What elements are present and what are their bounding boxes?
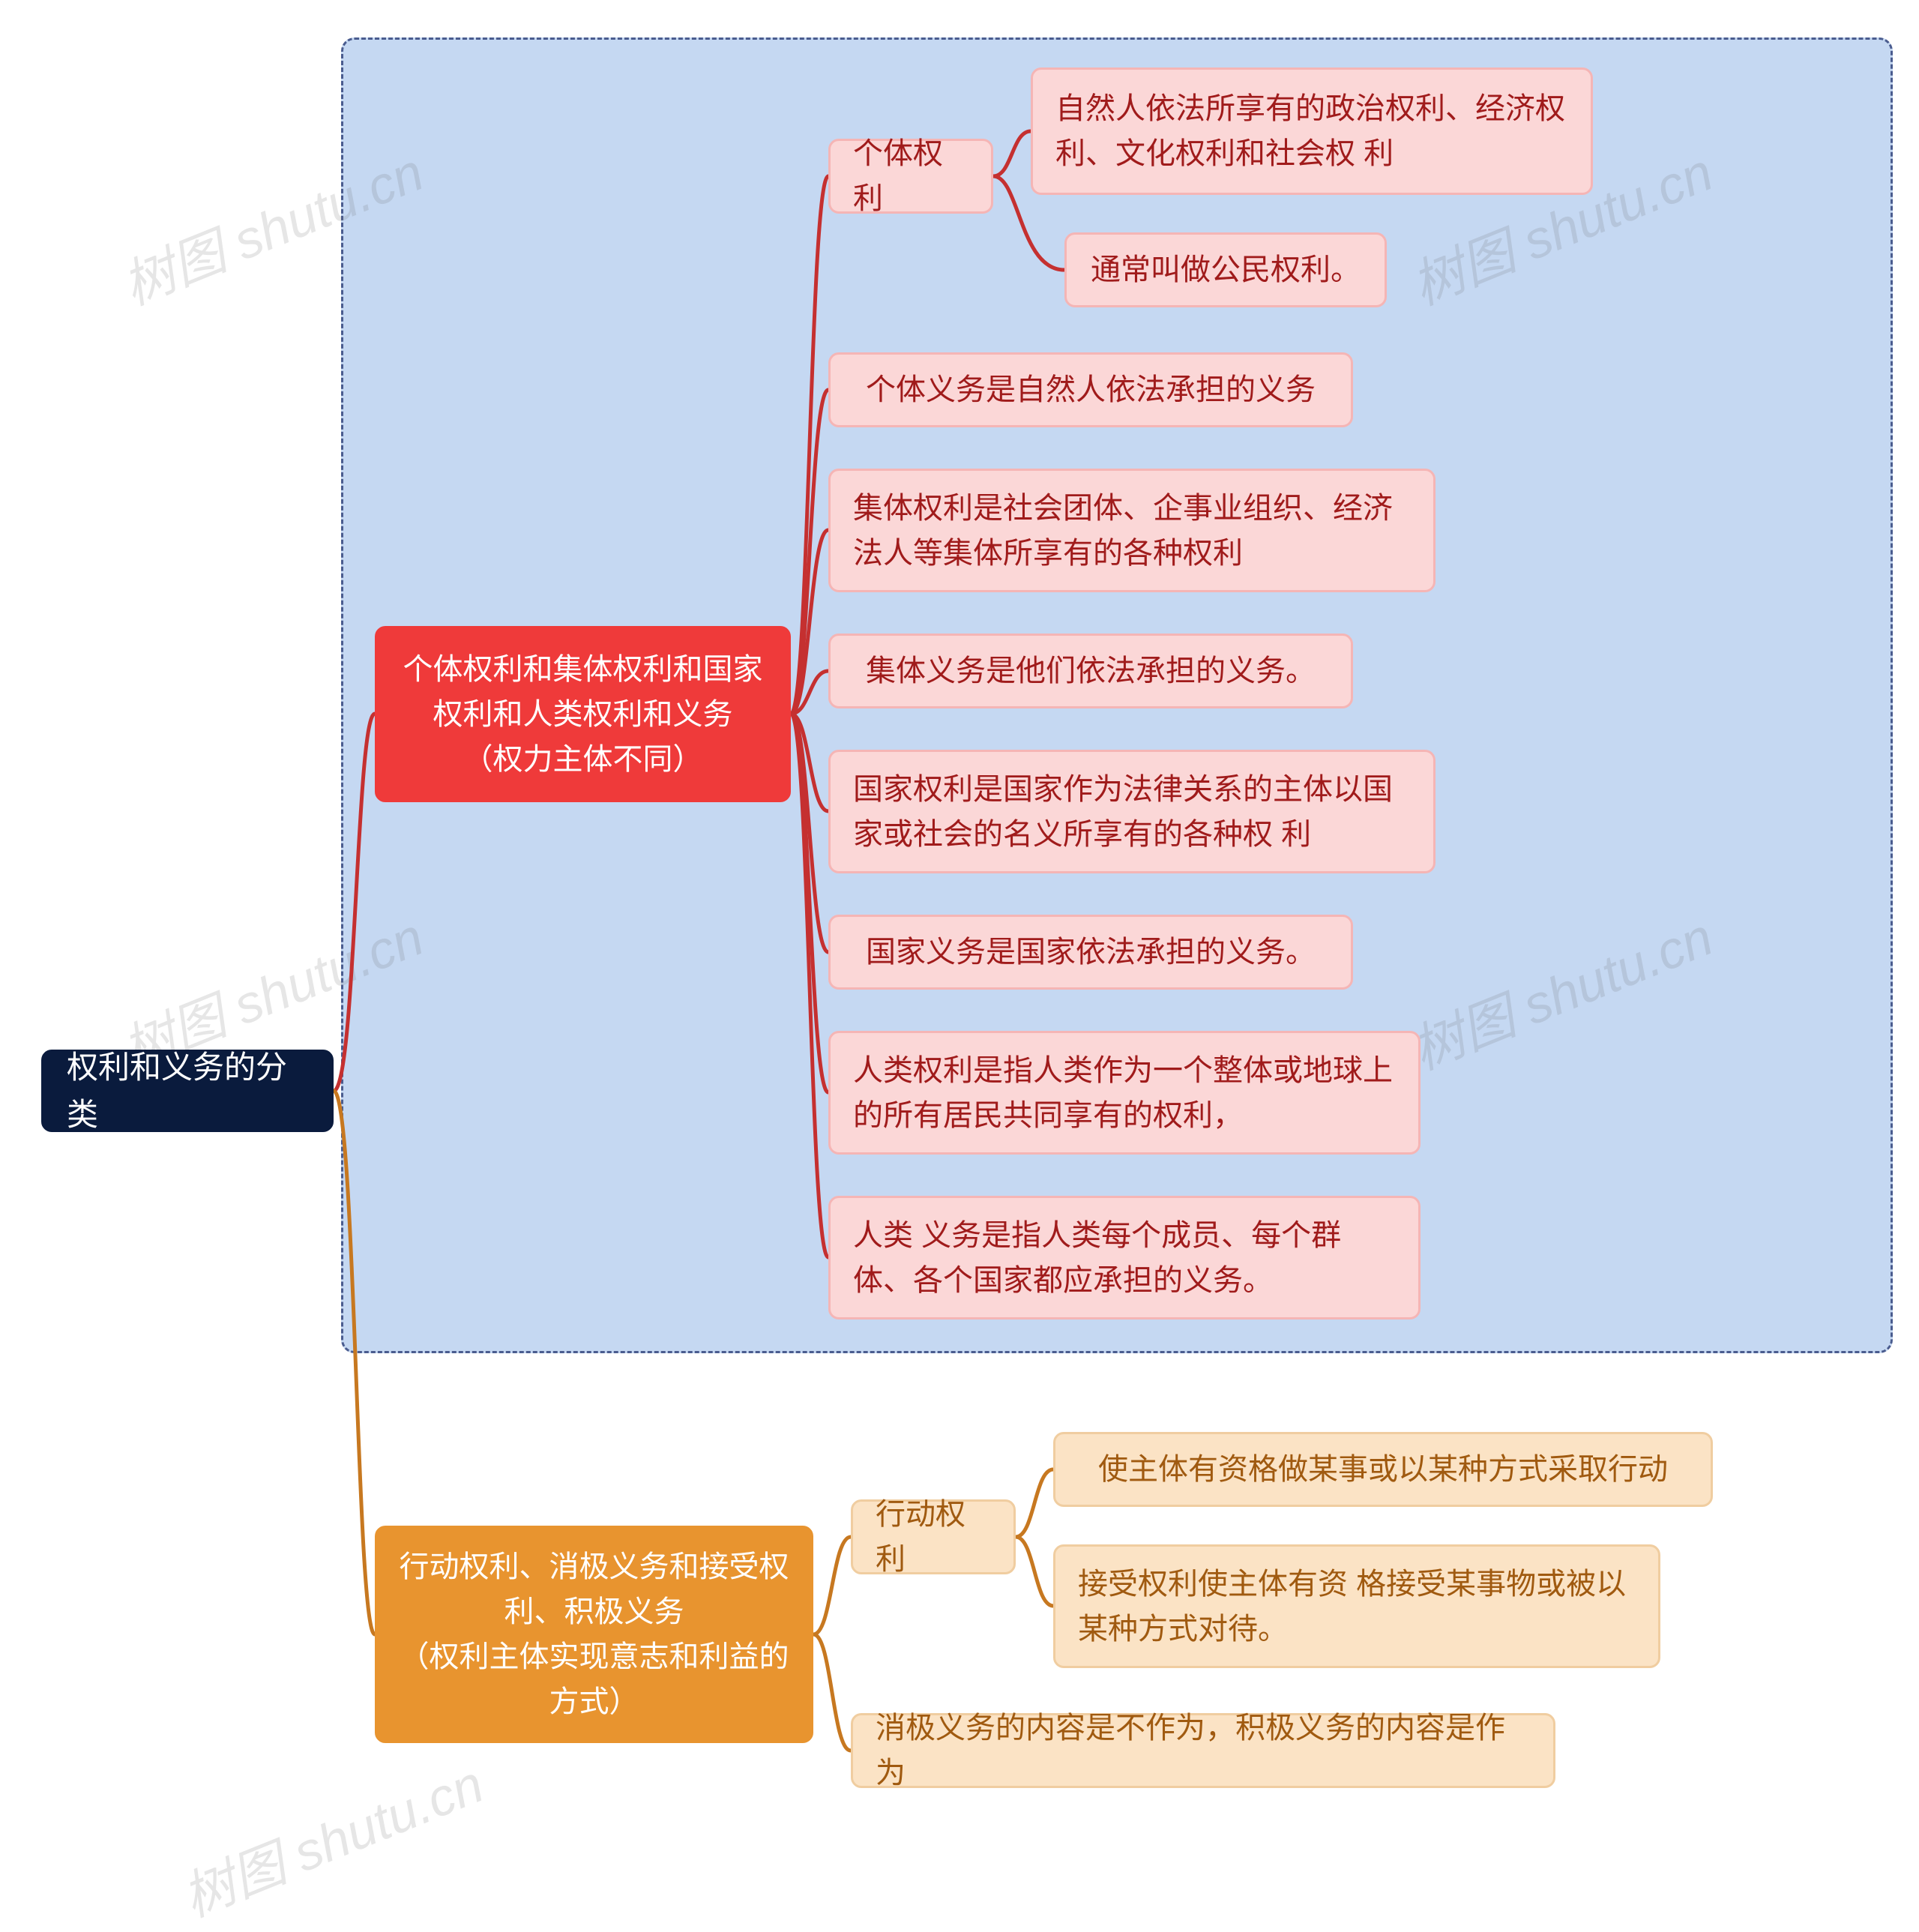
- node-label: 个体义务是自然人依法承担的义务: [866, 367, 1316, 412]
- node-label: 集体义务是他们依法承担的义务。: [866, 648, 1316, 693]
- node-b1c3[interactable]: 集体权利是社会团体、企事业组织、经济法人等集体所享有的各种权利: [828, 469, 1436, 592]
- node-label: 消极义务的内容是不作为，积极义务的内容是作为: [876, 1706, 1531, 1796]
- node-label: 集体权利是社会团体、企事业组织、经济法人等集体所享有的各种权利: [853, 486, 1411, 576]
- node-label: 自然人依法所享有的政治权利、经济权利、文化权利和社会权 利: [1055, 86, 1568, 176]
- watermark: 树图 shutu.cn: [170, 1742, 493, 1932]
- node-b2c1s1[interactable]: 使主体有资格做某事或以某种方式采取行动: [1053, 1432, 1713, 1507]
- node-label: 行动权利: [876, 1492, 991, 1582]
- node-label: 人类权利是指人类作为一个整体或地球上的所有居民共同享有的权利，: [853, 1048, 1396, 1138]
- node-b2c2[interactable]: 消极义务的内容是不作为，积极义务的内容是作为: [851, 1713, 1555, 1788]
- branch-2[interactable]: 行动权利、消极义务和接受权利、积极义务 （权利主体实现意志和利益的方式）: [375, 1526, 813, 1743]
- node-b1c5[interactable]: 国家权利是国家作为法律关系的主体以国家或社会的名义所享有的各种权 利: [828, 750, 1436, 873]
- node-b1c1s1[interactable]: 自然人依法所享有的政治权利、经济权利、文化权利和社会权 利: [1031, 67, 1593, 195]
- node-b1c1[interactable]: 个体权利: [828, 139, 993, 214]
- node-label: 国家义务是国家依法承担的义务。: [866, 930, 1316, 975]
- branch-2-label: 行动权利、消极义务和接受权利、积极义务 （权利主体实现意志和利益的方式）: [399, 1544, 789, 1724]
- node-label: 通常叫做公民权利。: [1091, 247, 1361, 292]
- node-label: 人类 义务是指人类每个成员、每个群体、各个国家都应承担的义务。: [853, 1213, 1396, 1303]
- root-node[interactable]: 权利和义务的分类: [41, 1050, 334, 1132]
- node-label: 国家权利是国家作为法律关系的主体以国家或社会的名义所享有的各种权 利: [853, 767, 1411, 857]
- node-b2c1s2[interactable]: 接受权利使主体有资 格接受某事物或被以某种方式对待。: [1053, 1544, 1660, 1668]
- mindmap-canvas: 树图 shutu.cn 树图 shutu.cn 树图 shutu.cn 树图 s…: [0, 0, 1919, 1910]
- node-b1c6[interactable]: 国家义务是国家依法承担的义务。: [828, 915, 1353, 990]
- node-b2c1[interactable]: 行动权利: [851, 1499, 1016, 1574]
- node-label: 接受权利使主体有资 格接受某事物或被以某种方式对待。: [1078, 1562, 1636, 1652]
- root-label: 权利和义务的分类: [67, 1044, 308, 1138]
- node-b1c8[interactable]: 人类 义务是指人类每个成员、每个群体、各个国家都应承担的义务。: [828, 1196, 1421, 1319]
- node-label: 使主体有资格做某事或以某种方式采取行动: [1098, 1447, 1668, 1492]
- node-b1c7[interactable]: 人类权利是指人类作为一个整体或地球上的所有居民共同享有的权利，: [828, 1031, 1421, 1155]
- branch-1[interactable]: 个体权利和集体权利和国家权利和人类权利和义务 （权力主体不同）: [375, 626, 791, 802]
- node-label: 个体权利: [853, 131, 968, 221]
- node-b1c4[interactable]: 集体义务是他们依法承担的义务。: [828, 634, 1353, 708]
- branch-1-label: 个体权利和集体权利和国家权利和人类权利和义务 （权力主体不同）: [399, 647, 767, 782]
- node-b1c1s2[interactable]: 通常叫做公民权利。: [1064, 232, 1387, 307]
- node-b1c2[interactable]: 个体义务是自然人依法承担的义务: [828, 352, 1353, 427]
